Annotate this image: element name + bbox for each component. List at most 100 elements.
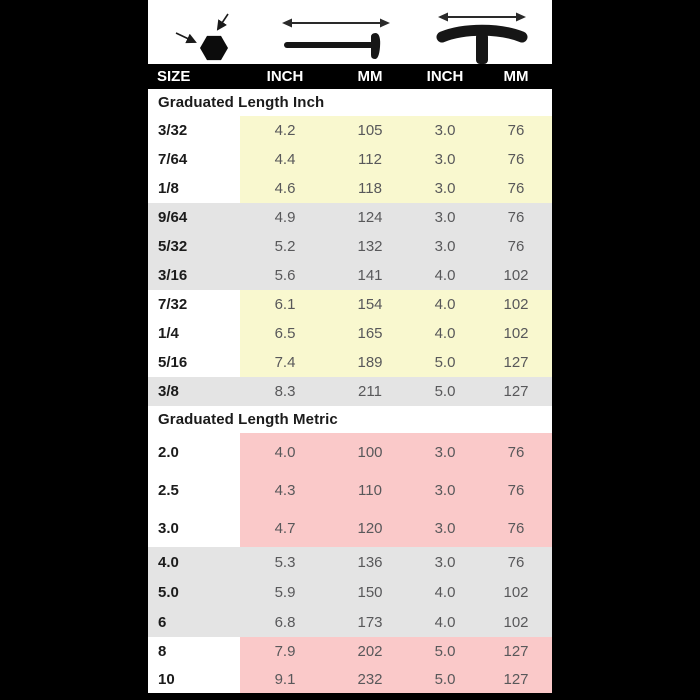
value-cell: 76	[480, 509, 552, 547]
table-row: 2.0 4.0 100 3.0 76	[148, 433, 552, 471]
value-cell: 110	[330, 471, 410, 509]
size-cell: 1/8	[158, 180, 179, 197]
column-header-mm-thandle: MM	[503, 68, 529, 85]
table-row: 3/8 8.3 211 5.0 127	[148, 377, 552, 406]
value-cell: 4.0	[410, 290, 480, 319]
size-cell: 10	[158, 670, 175, 688]
size-cell: 5.0	[158, 583, 179, 601]
table-row: 1/8 4.6 118 3.0 76	[148, 174, 552, 203]
section-inch: Graduated Length Inch 3/32 4.2 105 3.0 76 7/64…	[148, 89, 552, 406]
value-cell: 4.0	[410, 319, 480, 348]
column-header-inch-thandle: INCH	[426, 68, 464, 85]
value-cell: 76	[507, 209, 525, 226]
size-cell: 8	[158, 642, 167, 660]
value-cell: 3.0	[434, 209, 456, 226]
value-cell: 141	[357, 267, 383, 284]
size-cell: 4.0	[158, 553, 179, 571]
size-cell: 6	[158, 613, 167, 631]
value-cell: 76	[480, 116, 552, 145]
value-cell: 76	[507, 238, 525, 255]
value-cell: 127	[480, 637, 552, 665]
l-key-long-arm-length-icon	[282, 18, 390, 59]
size-cell: 3/8	[158, 383, 179, 400]
value-cell: 4.4	[240, 145, 330, 174]
value-cell: 112	[330, 145, 410, 174]
section-metric: Graduated Length Metric 2.0 4.0 100 3.0 76 2.5…	[148, 406, 552, 693]
value-cell: 189	[330, 348, 410, 377]
value-cell: 5.6	[274, 267, 296, 284]
size-cell: 9/64	[158, 209, 188, 226]
value-cell: 118	[330, 174, 410, 203]
value-cell: 76	[480, 145, 552, 174]
value-cell: 5.3	[274, 553, 296, 571]
value-cell: 232	[330, 665, 410, 693]
value-cell: 5.0	[410, 665, 480, 693]
value-cell: 4.6	[240, 174, 330, 203]
value-cell: 5.9	[274, 583, 296, 601]
size-cell: 7/64	[158, 151, 188, 168]
value-cell: 5.0	[434, 383, 456, 400]
value-cell: 132	[357, 238, 383, 255]
table-row: 5/16 7.4 189 5.0 127	[148, 348, 552, 377]
value-cell: 4.3	[240, 471, 330, 509]
value-cell: 124	[357, 209, 383, 226]
value-cell: 6.1	[240, 290, 330, 319]
size-cell: 5/16	[158, 354, 188, 371]
size-cell: 1/4	[158, 325, 179, 342]
value-cell: 7.9	[240, 637, 330, 665]
value-cell: 173	[357, 613, 383, 631]
table-row: 3.0 4.7 120 3.0 76	[148, 509, 552, 547]
column-header-size: SIZE	[157, 68, 191, 85]
table-row: 7/64 4.4 112 3.0 76	[148, 145, 552, 174]
value-cell: 4.2	[240, 116, 330, 145]
value-cell: 3.0	[434, 553, 456, 571]
size-cell: 5/32	[158, 238, 188, 255]
size-cell: 7/32	[158, 296, 188, 313]
value-cell: 165	[330, 319, 410, 348]
value-cell: 76	[480, 174, 552, 203]
value-cell: 76	[507, 553, 525, 571]
value-cell: 4.7	[240, 509, 330, 547]
value-cell: 3.0	[410, 433, 480, 471]
value-cell: 3.0	[434, 238, 456, 255]
value-cell: 3.0	[410, 509, 480, 547]
value-cell: 211	[358, 383, 382, 400]
table-row: 2.5 4.3 110 3.0 76	[148, 471, 552, 509]
table-row: 8 7.9 202 5.0 127	[148, 637, 552, 665]
value-cell: 6.8	[274, 613, 296, 631]
value-cell: 105	[330, 116, 410, 145]
value-cell: 4.0	[240, 433, 330, 471]
table-row: 4.0 5.3 136 3.0 76	[148, 547, 552, 577]
table-row: 9/64 4.9 124 3.0 76	[148, 203, 552, 232]
value-cell: 120	[330, 509, 410, 547]
value-cell: 102	[503, 267, 529, 284]
value-cell: 3.0	[410, 471, 480, 509]
table-row: 7/32 6.1 154 4.0 102	[148, 290, 552, 319]
table-row: 5.0 5.9 150 4.0 102	[148, 577, 552, 607]
hex-key-size-icon	[175, 13, 229, 61]
value-cell: 3.0	[410, 174, 480, 203]
size-cell: 2.5	[158, 481, 179, 499]
value-cell: 136	[357, 553, 383, 571]
value-cell: 4.0	[434, 267, 456, 284]
size-cell: 3.0	[158, 519, 179, 537]
value-cell: 4.9	[274, 209, 296, 226]
spec-table-panel: SIZE INCH MM INCH MM Graduated Length In…	[148, 0, 552, 693]
table-row: 3/16 5.6 141 4.0 102	[148, 261, 552, 290]
value-cell: 3.0	[410, 116, 480, 145]
value-cell: 6.5	[240, 319, 330, 348]
value-cell: 127	[480, 348, 552, 377]
table-body: Graduated Length Inch 3/32 4.2 105 3.0 76 7/64…	[148, 89, 552, 693]
value-cell: 4.0	[434, 613, 456, 631]
table-row: 5/32 5.2 132 3.0 76	[148, 232, 552, 261]
value-cell: 100	[330, 433, 410, 471]
value-cell: 76	[480, 471, 552, 509]
value-cell: 102	[480, 290, 552, 319]
value-cell: 102	[480, 319, 552, 348]
value-cell: 150	[357, 583, 383, 601]
table-row: 1/4 6.5 165 4.0 102	[148, 319, 552, 348]
table-icon-header	[148, 0, 552, 64]
size-cell: 3/32	[158, 122, 188, 139]
table-row: 10 9.1 232 5.0 127	[148, 665, 552, 693]
